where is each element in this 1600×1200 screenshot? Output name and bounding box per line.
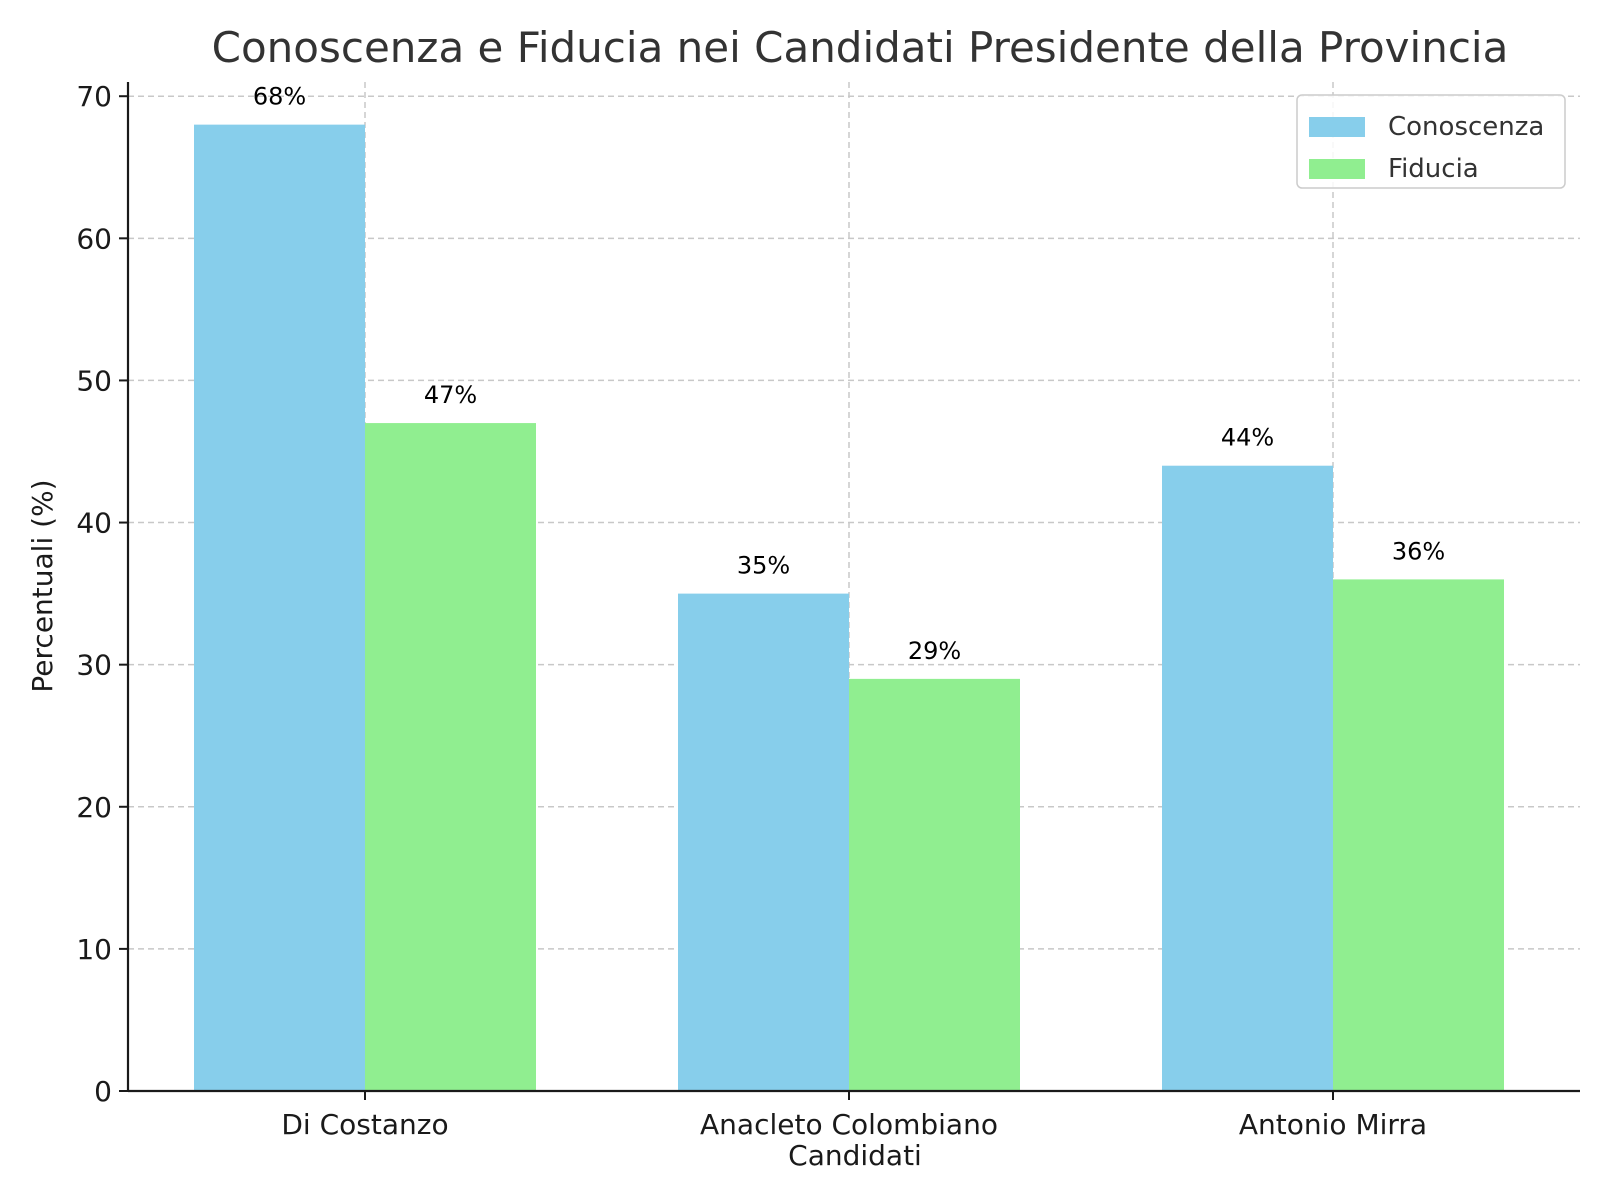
y-tick-label: 30 — [76, 649, 112, 682]
bars — [194, 124, 1504, 1092]
x-axis-label: Candidati — [788, 1139, 922, 1172]
bar-conoscenza-1 — [678, 593, 849, 1091]
data-label: 44% — [1221, 424, 1274, 452]
legend-label-fiducia: Fiducia — [1388, 154, 1479, 184]
data-label: 36% — [1392, 537, 1445, 565]
bar-fiducia-2 — [1333, 579, 1504, 1091]
bar-conoscenza-2 — [1162, 465, 1333, 1091]
legend-swatch-conoscenza — [1309, 117, 1365, 137]
data-labels: 68% 47% 35% 29% 44% 36% — [253, 83, 1445, 665]
y-tick-label: 10 — [76, 933, 112, 966]
y-tick-label: 50 — [76, 364, 112, 397]
legend-swatch-fiducia — [1309, 159, 1365, 179]
x-tick-label: Anacleto Colombiano — [700, 1108, 998, 1141]
x-tick-label: Di Costanzo — [281, 1108, 448, 1141]
data-label: 47% — [424, 381, 477, 409]
y-tick-label: 20 — [76, 791, 112, 824]
y-tick-label: 60 — [76, 222, 112, 255]
chart-title: Conoscenza e Fiducia nei Candidati Presi… — [212, 23, 1509, 72]
axes: 0 10 20 30 40 50 60 70 Di Costanzo Anacleto Colom… — [76, 80, 1580, 1141]
data-label: 68% — [253, 83, 306, 111]
y-axis-label: Percentuali (%) — [26, 479, 59, 692]
bar-conoscenza-0 — [194, 124, 365, 1092]
y-tick-label: 70 — [76, 80, 112, 113]
legend: Conoscenza Fiducia — [1296, 94, 1566, 189]
bar-fiducia-0 — [365, 423, 536, 1091]
data-label: 29% — [908, 637, 961, 665]
legend-label-conoscenza: Conoscenza — [1388, 112, 1544, 142]
data-label: 35% — [737, 552, 790, 580]
x-tick-label: Antonio Mirra — [1239, 1108, 1427, 1141]
y-tick-label: 0 — [94, 1075, 112, 1108]
bar-fiducia-1 — [849, 678, 1020, 1091]
y-tick-label: 40 — [76, 507, 112, 540]
